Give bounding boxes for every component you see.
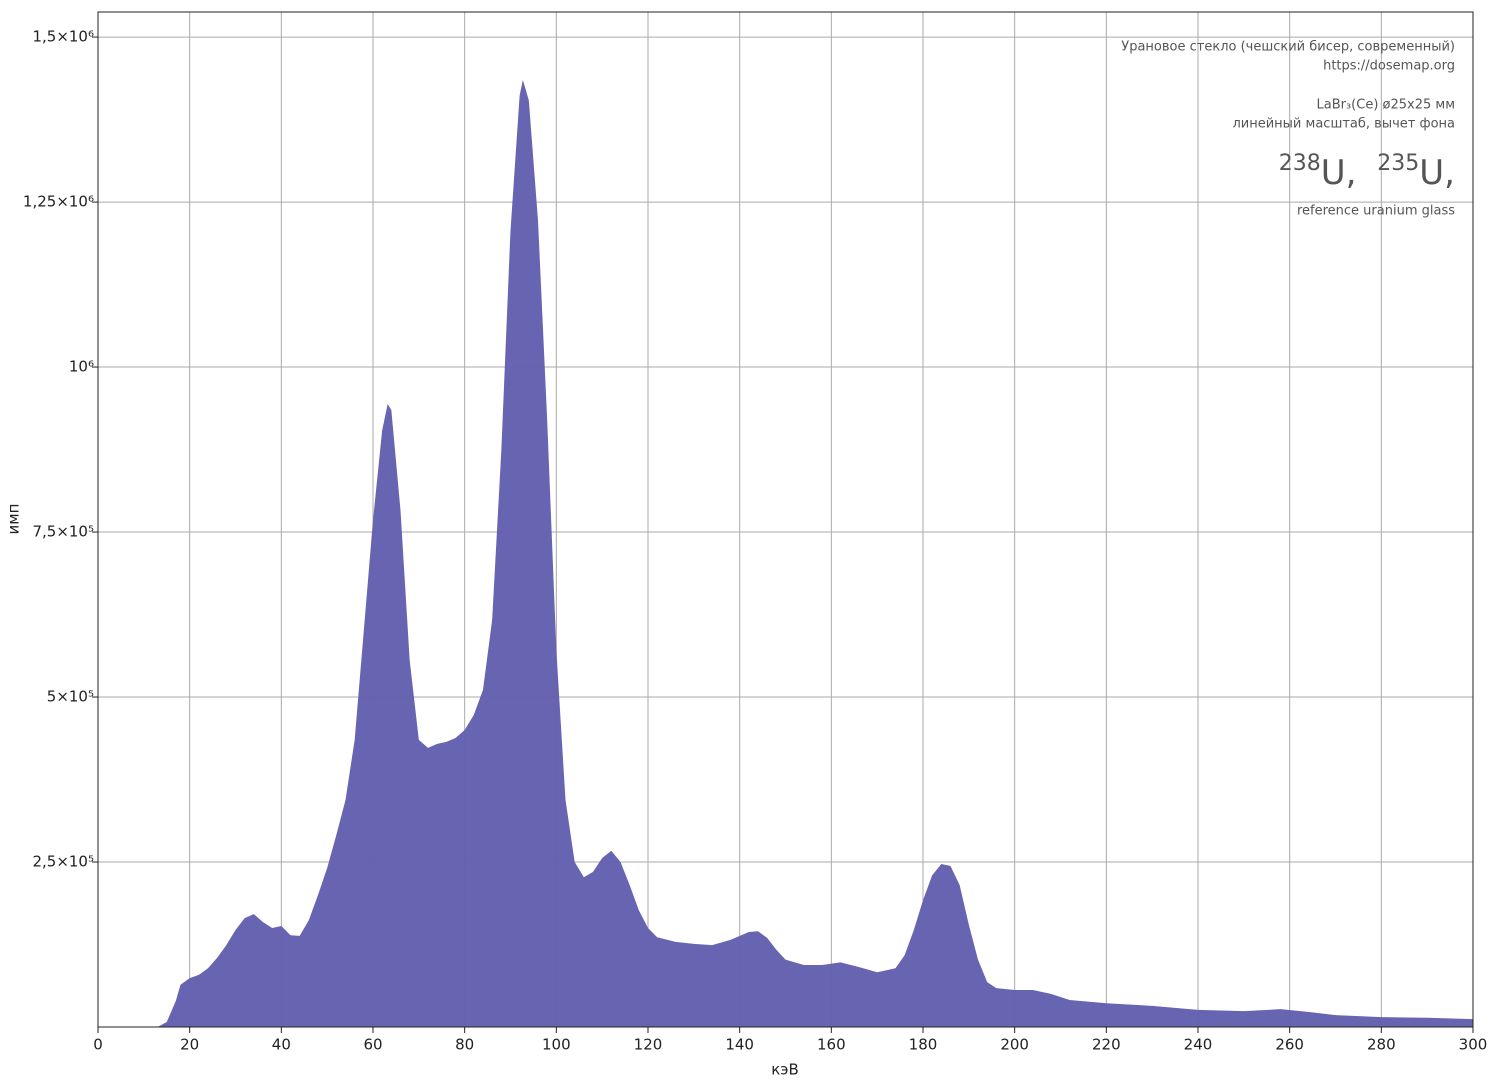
plot-area xyxy=(98,12,1473,1027)
x-tick-label: 0 xyxy=(93,1036,103,1054)
annotation: reference uranium glass xyxy=(1297,204,1455,219)
isotope-mass: 235 xyxy=(1377,151,1419,176)
x-tick-label: 120 xyxy=(634,1036,663,1054)
x-tick-label: 160 xyxy=(817,1036,846,1054)
y-axis-label: имп xyxy=(5,504,23,535)
x-tick-label: 220 xyxy=(1092,1036,1121,1054)
y-tick-label: 1,25×10⁶ xyxy=(23,193,94,211)
x-tick-label: 260 xyxy=(1275,1036,1304,1054)
isotope-symbol: U, xyxy=(1321,153,1357,193)
annotation: Урановое стекло (чешский бисер, современ… xyxy=(1121,40,1455,55)
y-tick-label: 2,5×10⁵ xyxy=(32,853,94,871)
annotation: линейный масштаб, вычет фона xyxy=(1232,117,1455,132)
x-tick-label: 200 xyxy=(1000,1036,1029,1054)
isotope-symbol: U, xyxy=(1419,153,1455,193)
x-tick-label: 80 xyxy=(455,1036,474,1054)
plot-frame xyxy=(97,11,1474,1028)
x-tick-label: 100 xyxy=(542,1036,571,1054)
labels: 0 20 40 60 80 100 120 140 160 180 200 220 240 260 280 3… xyxy=(23,28,1487,1054)
isotope-mass: 238 xyxy=(1279,151,1321,176)
x-tick-label: 140 xyxy=(725,1036,754,1054)
y-tick-label: 5×10⁵ xyxy=(47,688,94,706)
y-tick-label: 7,5×10⁵ xyxy=(32,523,94,541)
annotation: LaBr₃(Ce) ø25x25 мм xyxy=(1316,98,1455,113)
x-tick-label: 300 xyxy=(1459,1036,1488,1054)
x-axis-label: кэВ xyxy=(771,1061,799,1079)
grid xyxy=(97,12,1474,1027)
annotation: https://dosemap.org xyxy=(1323,59,1455,74)
x-tick-label: 180 xyxy=(909,1036,938,1054)
spectrum-area xyxy=(98,79,1473,1028)
marks xyxy=(98,79,1473,1028)
x-tick-label: 60 xyxy=(363,1036,382,1054)
x-tick-label: 40 xyxy=(272,1036,291,1054)
x-tick-label: 240 xyxy=(1184,1036,1213,1054)
x-tick-label: 20 xyxy=(180,1036,199,1054)
isotopes: 238U, 235U, xyxy=(1279,151,1455,193)
y-tick-label: 10⁶ xyxy=(69,358,94,376)
x-tick-label: 280 xyxy=(1367,1036,1396,1054)
y-tick-label: 1,5×10⁶ xyxy=(32,28,94,46)
